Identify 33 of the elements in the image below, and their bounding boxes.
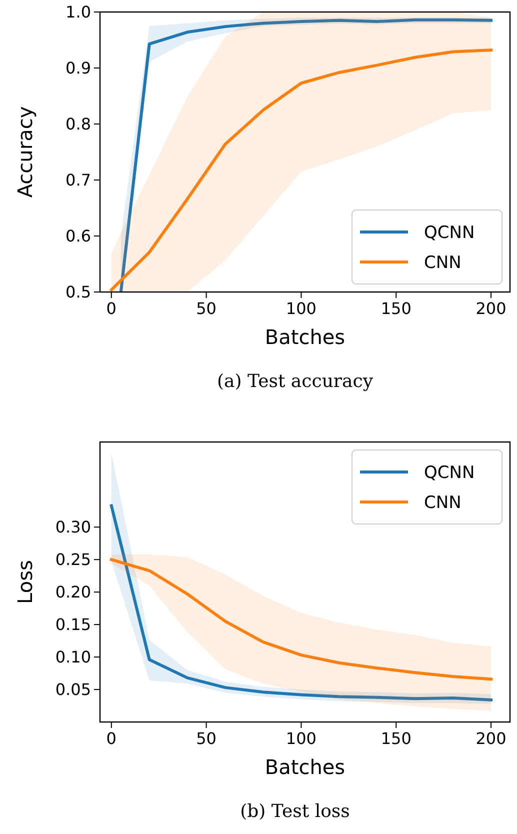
x-tick-label: 100 — [286, 299, 316, 318]
x-tick-label: 200 — [476, 729, 506, 748]
x-axis-title: Batches — [264, 755, 346, 779]
legend-label: QCNN — [424, 462, 475, 483]
x-tick-label: 150 — [380, 729, 412, 748]
y-axis-title: Accuracy — [13, 106, 37, 198]
x-tick-label: 100 — [286, 729, 316, 748]
y-axis-title: Loss — [13, 560, 37, 604]
x-tick-label: 50 — [196, 299, 216, 318]
legend-label: CNN — [424, 252, 462, 273]
legend-label: CNN — [424, 492, 462, 513]
x-tick-label: 50 — [196, 729, 216, 748]
y-tick-label: 0.20 — [55, 582, 91, 602]
x-axis-title: Batches — [264, 325, 346, 349]
legend-label: QCNN — [424, 222, 475, 243]
x-tick-label: 0 — [106, 729, 116, 748]
text: (a) Test accuracy — [216, 371, 374, 392]
y-tick-label: 0.8 — [66, 114, 91, 134]
y-tick-label: 1.0 — [66, 2, 91, 22]
y-tick-label: 0.25 — [55, 550, 91, 570]
x-tick-label: 150 — [380, 299, 412, 318]
x-tick-label: 200 — [476, 299, 506, 318]
x-tick-label: 0 — [106, 299, 116, 318]
y-tick-label: 0.5 — [66, 282, 91, 302]
y-tick-label: 0.10 — [55, 648, 91, 667]
y-tick-label: 0.7 — [66, 170, 91, 190]
y-tick-label: 0.6 — [66, 226, 91, 246]
y-tick-label: 0.05 — [55, 680, 91, 700]
y-tick-label: 0.9 — [66, 58, 91, 78]
text: (b) Test loss — [240, 801, 350, 822]
y-tick-label: 0.15 — [55, 615, 91, 634]
line-series — [110, 558, 493, 681]
y-tick-label: 0.30 — [55, 518, 91, 537]
